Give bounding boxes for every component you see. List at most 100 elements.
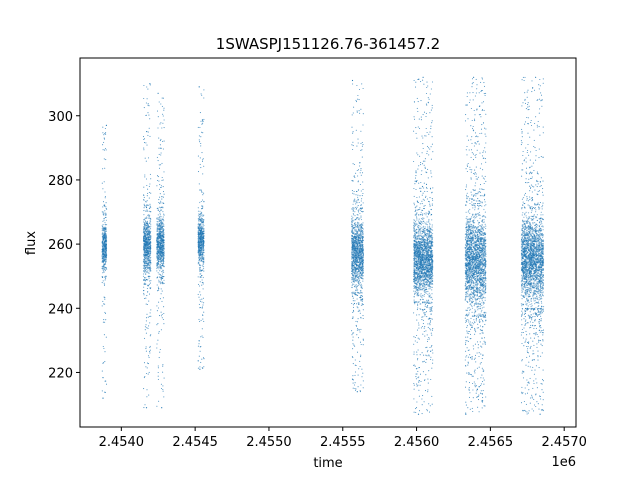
data-point (361, 195, 363, 197)
data-point (160, 234, 162, 237)
data-point (104, 391, 106, 393)
data-point (157, 272, 159, 274)
data-point (351, 302, 353, 305)
data-point (102, 272, 104, 274)
data-point (358, 269, 360, 271)
data-point (359, 284, 361, 286)
data-point (161, 257, 163, 259)
data-point (422, 294, 424, 296)
data-point (104, 321, 106, 323)
data-point (353, 268, 355, 270)
data-point (201, 123, 203, 125)
data-point (353, 256, 355, 258)
data-point (148, 356, 150, 358)
data-point (156, 290, 159, 292)
data-point (102, 321, 104, 323)
data-point (351, 293, 353, 295)
data-point (362, 338, 364, 340)
data-point (147, 270, 149, 272)
data-point (160, 147, 162, 149)
data-point (147, 224, 149, 226)
data-point (359, 247, 361, 249)
data-point (353, 193, 355, 195)
data-point (356, 250, 358, 252)
data-point (362, 113, 364, 115)
data-point (159, 351, 161, 353)
data-point (198, 86, 200, 88)
data-point (352, 192, 354, 194)
data-point (353, 344, 355, 346)
data-point (353, 278, 355, 280)
data-point (201, 152, 203, 154)
data-point (353, 250, 355, 252)
data-point (359, 225, 361, 227)
data-point (360, 277, 362, 279)
data-point (356, 329, 358, 331)
data-point (103, 244, 106, 247)
data-point (101, 245, 103, 248)
data-point (104, 258, 106, 260)
data-point (202, 173, 204, 175)
data-point (147, 103, 149, 105)
data-point (158, 331, 160, 333)
data-point (359, 331, 361, 333)
data-point (102, 268, 104, 270)
data-point (161, 209, 163, 211)
data-point (360, 216, 362, 218)
data-point (354, 249, 356, 251)
data-point (101, 249, 104, 251)
data-point (104, 298, 106, 300)
data-point (148, 191, 150, 194)
data-point (357, 194, 359, 196)
data-point (162, 225, 165, 227)
data-point (145, 210, 147, 212)
data-point (201, 298, 203, 300)
data-point (102, 300, 104, 302)
data-point (355, 286, 357, 288)
data-point (159, 224, 161, 227)
data-point (357, 265, 359, 267)
data-point (360, 292, 362, 294)
data-point (149, 349, 151, 351)
data-point (199, 254, 202, 256)
data-point (203, 89, 205, 91)
data-point (359, 223, 361, 226)
data-point (101, 211, 103, 213)
data-point (103, 218, 105, 220)
data-point (197, 171, 200, 173)
data-point (101, 255, 103, 257)
data-point (203, 118, 205, 120)
data-point (102, 144, 104, 146)
data-point (353, 209, 355, 211)
data-point (150, 263, 152, 265)
data-point (144, 174, 146, 176)
data-point (201, 279, 203, 281)
data-point (351, 224, 353, 226)
data-point (199, 281, 201, 283)
data-point (355, 364, 357, 367)
data-point (360, 273, 362, 275)
data-point (353, 199, 355, 201)
data-point (157, 235, 159, 237)
data-point (356, 169, 358, 172)
data-point (143, 254, 145, 256)
data-point (104, 255, 106, 257)
data-point (158, 199, 160, 201)
data-point (104, 257, 106, 259)
data-point (102, 241, 104, 243)
data-point (149, 275, 151, 278)
data-point (203, 270, 205, 272)
data-point (160, 233, 162, 235)
data-point (149, 249, 151, 252)
data-point (355, 201, 357, 203)
data-point (143, 337, 146, 339)
data-point (198, 135, 200, 137)
data-point (200, 247, 202, 249)
data-point (161, 300, 163, 302)
data-point (197, 232, 199, 234)
data-point (354, 224, 356, 226)
data-point (428, 301, 430, 303)
data-point (103, 158, 105, 160)
data-point (199, 346, 201, 348)
